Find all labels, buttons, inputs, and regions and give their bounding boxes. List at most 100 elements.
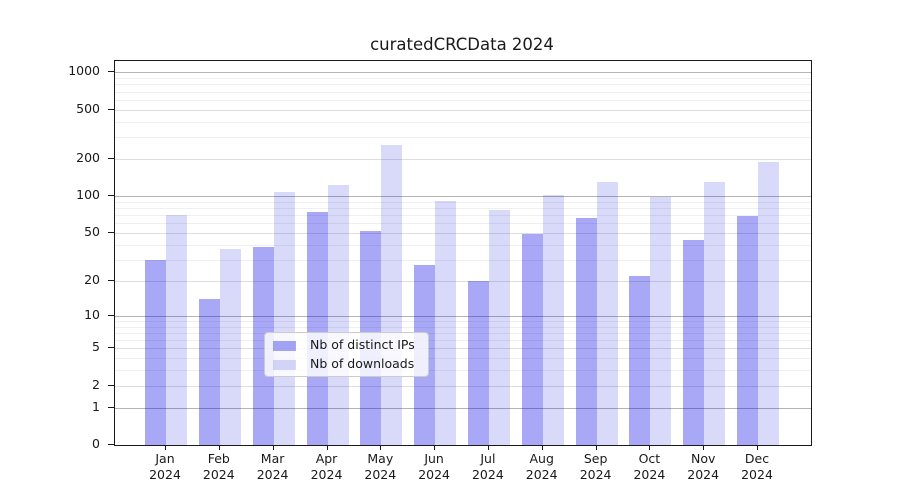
y-tick-label-1: 1 <box>92 398 100 414</box>
minor-gridline-y-6 <box>115 340 811 341</box>
x-tick-label-mar: Mar 2024 <box>243 451 303 482</box>
y-tick-label-50: 50 <box>84 223 100 239</box>
y-tick-mark-2 <box>108 384 114 386</box>
bar-distinct-ips-dec <box>737 215 758 445</box>
minor-gridline-y-7 <box>115 332 811 334</box>
y-tick-label-5: 5 <box>92 339 100 355</box>
gridline-y-1000 <box>115 72 811 74</box>
x-tick-label-jan: Jan 2024 <box>135 451 195 482</box>
gridline-y-20 <box>115 280 811 282</box>
minor-gridline-y-9 <box>115 320 811 322</box>
x-tick-label-nov: Nov 2024 <box>673 451 733 482</box>
legend-label-downloads: Nb of downloads <box>310 356 415 371</box>
x-tick-mark-mar <box>272 445 274 450</box>
x-tick-mark-jan <box>165 445 166 450</box>
minor-gridline-y-4 <box>115 358 811 360</box>
y-tick-mark-20 <box>108 279 114 281</box>
x-tick-label-apr: Apr 2024 <box>297 451 357 482</box>
minor-gridline-y-600 <box>115 99 811 101</box>
x-tick-label-oct: Oct 2024 <box>619 451 679 482</box>
x-tick-month: Jul <box>480 451 496 466</box>
y-tick-mark-5 <box>108 347 114 349</box>
x-tick-mark-jun <box>434 445 436 450</box>
x-tick-year: 2024 <box>418 466 450 482</box>
y-tick-label-20: 20 <box>84 271 100 287</box>
x-tick-month: Oct <box>638 451 661 466</box>
x-tick-year: 2024 <box>202 466 235 482</box>
x-tick-label-jul: Jul 2024 <box>458 451 518 482</box>
gridline-y-500 <box>115 109 811 111</box>
x-tick-year: 2024 <box>364 466 397 482</box>
bar-distinct-ips-sep <box>575 218 597 445</box>
x-tick-mark-aug <box>541 445 543 450</box>
bar-downloads-dec <box>758 162 779 445</box>
chart-title: curatedCRCData 2024 <box>370 35 554 54</box>
bar-downloads-jun <box>435 200 457 445</box>
x-tick-year: 2024 <box>525 466 558 482</box>
plot-area <box>114 60 812 446</box>
bar-downloads-sep <box>596 182 618 445</box>
minor-gridline-y-700 <box>115 91 811 93</box>
bar-downloads-oct <box>650 197 672 445</box>
gridline-y-10 <box>115 315 811 317</box>
legend-item-distinct-ips: Nb of distinct IPs <box>265 336 428 356</box>
bar-downloads-may <box>381 144 403 445</box>
x-tick-mark-dec <box>757 445 758 450</box>
minor-gridline-y-90 <box>115 201 811 203</box>
gridline-y-2 <box>115 385 811 387</box>
minor-gridline-y-8 <box>115 326 811 328</box>
y-tick-mark-500 <box>108 108 114 110</box>
x-tick-mark-may <box>380 445 382 450</box>
x-tick-year: 2024 <box>741 466 773 482</box>
y-tick-mark-200 <box>108 157 114 159</box>
minor-gridline-y-300 <box>115 137 811 139</box>
x-tick-mark-feb <box>218 445 220 450</box>
minor-gridline-y-60 <box>115 223 811 225</box>
x-tick-label-dec: Dec 2024 <box>727 451 787 482</box>
y-tick-mark-100 <box>108 195 114 197</box>
legend-swatch-distinct-ips <box>273 341 296 351</box>
x-tick-month: Apr <box>315 451 338 466</box>
x-tick-month: Aug <box>529 451 554 466</box>
x-tick-mark-nov <box>703 445 705 450</box>
minor-gridline-y-400 <box>115 121 811 123</box>
minor-gridline-y-80 <box>115 208 811 209</box>
y-tick-mark-10 <box>108 314 114 316</box>
y-tick-label-10: 10 <box>84 306 100 322</box>
bar-distinct-ips-nov <box>683 239 705 445</box>
x-tick-label-may: May 2024 <box>350 451 410 482</box>
gridline-y-50 <box>115 232 811 234</box>
x-tick-mark-oct <box>649 445 651 450</box>
y-tick-label-0: 0 <box>92 436 100 451</box>
bar-distinct-ips-mar <box>252 247 274 445</box>
y-tick-label-500: 500 <box>76 100 100 116</box>
x-tick-label-feb: Feb 2024 <box>189 451 249 482</box>
y-tick-label-1000: 1000 <box>68 63 100 79</box>
gridline-y-100 <box>115 196 811 198</box>
x-tick-year: 2024 <box>310 466 343 482</box>
legend-swatch-downloads <box>273 360 296 370</box>
y-tick-label-100: 100 <box>76 187 100 203</box>
y-tick-label-2: 2 <box>92 376 100 392</box>
bar-distinct-ips-jul <box>467 280 489 445</box>
x-tick-mark-apr <box>326 445 328 450</box>
bar-downloads-feb <box>219 248 241 445</box>
bar-downloads-jan <box>166 215 187 445</box>
bar-distinct-ips-aug <box>521 234 543 445</box>
gridline-y-5 <box>115 348 811 350</box>
x-tick-label-jun: Jun 2024 <box>404 451 464 482</box>
bar-distinct-ips-apr <box>306 212 328 445</box>
bar-downloads-apr <box>327 184 349 445</box>
x-tick-month: Dec <box>744 451 770 466</box>
bar-distinct-ips-feb <box>198 298 220 445</box>
y-tick-mark-50 <box>108 231 114 233</box>
x-tick-month: Nov <box>690 451 716 466</box>
bar-downloads-aug <box>542 194 564 445</box>
minor-gridline-y-900 <box>115 78 811 79</box>
x-tick-year: 2024 <box>149 466 181 482</box>
x-tick-month: Mar <box>260 451 285 466</box>
x-tick-mark-jul <box>487 445 489 450</box>
y-tick-mark-1000 <box>108 71 114 73</box>
x-tick-month: Sep <box>583 451 608 466</box>
legend-item-downloads: Nb of downloads <box>265 355 428 375</box>
